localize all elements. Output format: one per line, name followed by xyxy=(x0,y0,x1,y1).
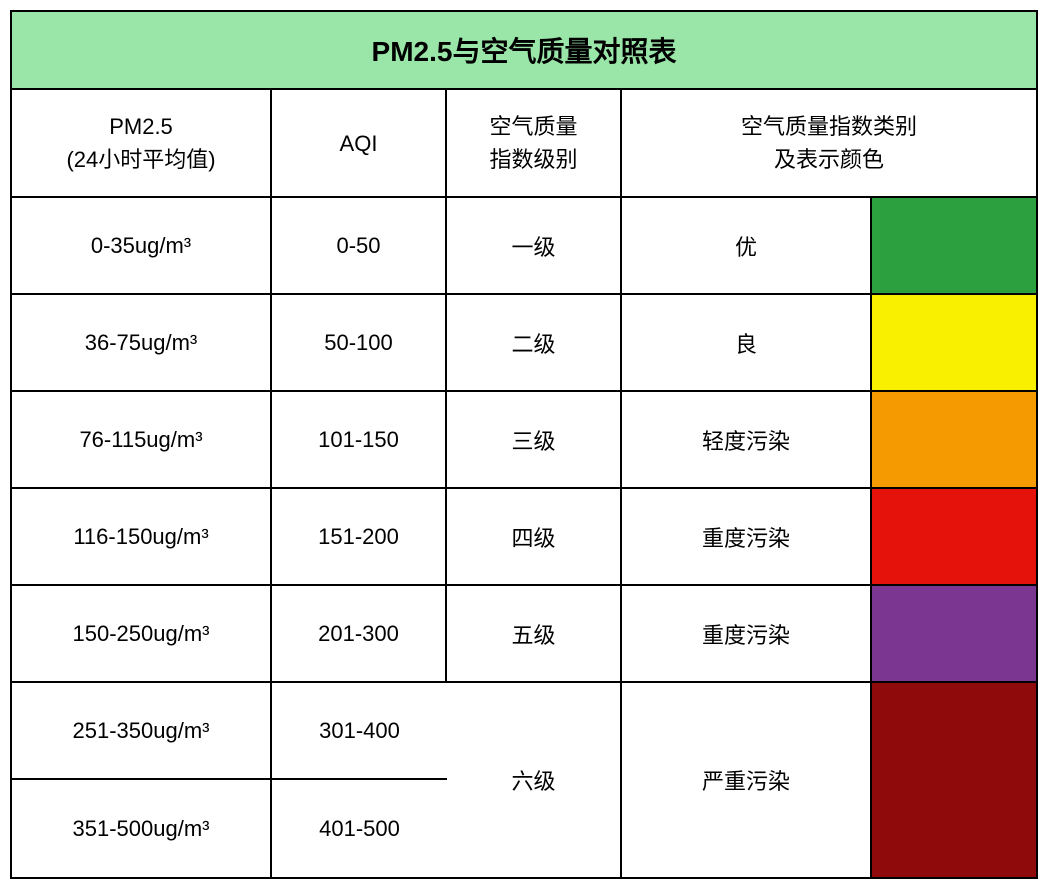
cell-pm25: 36-75ug/m³ xyxy=(12,295,272,390)
cell-category: 良 xyxy=(622,295,872,390)
cell-level: 三级 xyxy=(447,392,622,487)
cell-category: 优 xyxy=(622,198,872,293)
table-row: 76-115ug/m³ 101-150 三级 轻度污染 xyxy=(12,392,1036,489)
table-row: 150-250ug/m³ 201-300 五级 重度污染 xyxy=(12,586,1036,683)
header-aqi-line1: AQI xyxy=(340,127,378,160)
cell-level: 四级 xyxy=(447,489,622,584)
cell-color-swatch xyxy=(872,586,1036,681)
cell-aqi: 50-100 xyxy=(272,295,447,390)
cell-pm25: 251-350ug/m³ xyxy=(12,683,272,778)
header-category-line1: 空气质量指数类别 xyxy=(741,110,917,143)
table-row: 251-350ug/m³ 301-400 xyxy=(12,683,447,780)
header-level: 空气质量 指数级别 xyxy=(447,90,622,196)
cell-color-swatch xyxy=(872,198,1036,293)
cell-color-swatch-merged xyxy=(872,683,1036,877)
cell-level: 一级 xyxy=(447,198,622,293)
header-level-line1: 空气质量 xyxy=(489,110,577,143)
merged-row-group: 251-350ug/m³ 301-400 351-500ug/m³ 401-50… xyxy=(12,683,1036,877)
table-header-row: PM2.5 (24小时平均值) AQI 空气质量 指数级别 空气质量指数类别 及… xyxy=(12,90,1036,198)
header-pm25-line1: PM2.5 xyxy=(66,110,215,143)
header-category-line2: 及表示颜色 xyxy=(741,143,917,176)
cell-pm25: 150-250ug/m³ xyxy=(12,586,272,681)
cell-category: 重度污染 xyxy=(622,489,872,584)
header-pm25: PM2.5 (24小时平均值) xyxy=(12,90,272,196)
table-row: 351-500ug/m³ 401-500 xyxy=(12,780,447,877)
cell-category: 轻度污染 xyxy=(622,392,872,487)
header-aqi: AQI xyxy=(272,90,447,196)
cell-aqi: 0-50 xyxy=(272,198,447,293)
cell-aqi: 101-150 xyxy=(272,392,447,487)
cell-pm25: 76-115ug/m³ xyxy=(12,392,272,487)
cell-level: 二级 xyxy=(447,295,622,390)
table-title: PM2.5与空气质量对照表 xyxy=(12,12,1036,90)
cell-color-swatch xyxy=(872,295,1036,390)
cell-category-merged: 严重污染 xyxy=(622,683,872,877)
aqi-reference-table: PM2.5与空气质量对照表 PM2.5 (24小时平均值) AQI 空气质量 指… xyxy=(10,10,1038,879)
cell-aqi: 151-200 xyxy=(272,489,447,584)
cell-pm25: 116-150ug/m³ xyxy=(12,489,272,584)
cell-level: 五级 xyxy=(447,586,622,681)
merged-left-column-group: 251-350ug/m³ 301-400 351-500ug/m³ 401-50… xyxy=(12,683,447,877)
cell-color-swatch xyxy=(872,489,1036,584)
table-row: 0-35ug/m³ 0-50 一级 优 xyxy=(12,198,1036,295)
cell-level-merged: 六级 xyxy=(447,683,622,877)
cell-pm25: 351-500ug/m³ xyxy=(12,780,272,877)
cell-aqi: 201-300 xyxy=(272,586,447,681)
cell-pm25: 0-35ug/m³ xyxy=(12,198,272,293)
cell-aqi: 401-500 xyxy=(272,780,447,877)
header-pm25-line2: (24小时平均值) xyxy=(66,143,215,176)
cell-category: 重度污染 xyxy=(622,586,872,681)
cell-color-swatch xyxy=(872,392,1036,487)
header-category: 空气质量指数类别 及表示颜色 xyxy=(622,90,1036,196)
cell-aqi: 301-400 xyxy=(272,683,447,778)
table-row: 116-150ug/m³ 151-200 四级 重度污染 xyxy=(12,489,1036,586)
header-level-line2: 指数级别 xyxy=(489,143,577,176)
table-row: 36-75ug/m³ 50-100 二级 良 xyxy=(12,295,1036,392)
table-body: 0-35ug/m³ 0-50 一级 优 36-75ug/m³ 50-100 二级… xyxy=(12,198,1036,877)
